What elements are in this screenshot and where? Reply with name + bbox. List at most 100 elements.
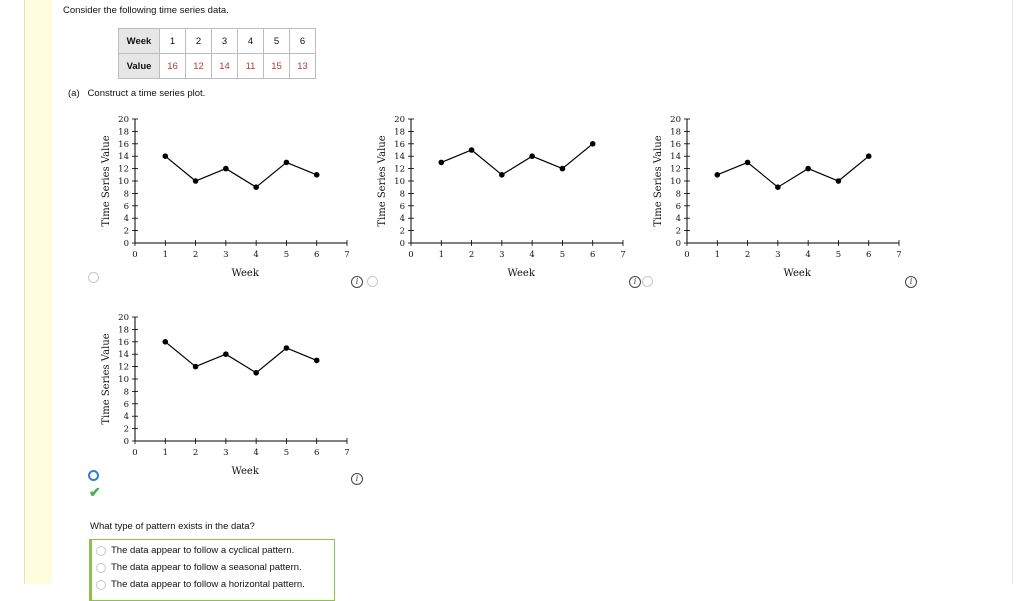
- part-a-prompt: (a) Construct a time series plot.: [68, 88, 205, 99]
- option-horizontal[interactable]: The data appear to follow a horizontal p…: [96, 579, 305, 590]
- x-tick-label: 2: [745, 250, 750, 260]
- x-tick-label: 3: [775, 250, 780, 260]
- x-axis-title: Week: [232, 268, 260, 279]
- x-tick-label: 5: [284, 250, 289, 260]
- data-point: [283, 345, 290, 351]
- question-card: [52, 0, 1013, 584]
- data-point: [835, 178, 842, 184]
- y-tick-label: 14: [394, 152, 405, 162]
- x-tick-label: 1: [163, 448, 168, 458]
- y-tick-label: 2: [400, 227, 405, 237]
- chart-option-4-radio-selected[interactable]: [88, 470, 99, 481]
- data-point: [313, 172, 320, 178]
- table-row-value: Value 16 12 14 11 15 13: [118, 53, 316, 79]
- data-point: [589, 141, 596, 147]
- y-tick-label: 0: [676, 239, 681, 249]
- week-cell: 5: [263, 28, 290, 54]
- x-tick-label: 3: [223, 250, 228, 260]
- data-point: [468, 147, 475, 153]
- x-tick-label: 0: [684, 250, 689, 260]
- x-tick-label: 2: [469, 250, 474, 260]
- data-point: [283, 159, 290, 166]
- y-tick-label: 20: [118, 115, 129, 125]
- x-tick-label: 4: [805, 250, 810, 260]
- x-tick-label: 6: [314, 448, 319, 458]
- data-point: [313, 357, 320, 364]
- x-tick-label: 6: [590, 250, 595, 260]
- y-tick-label: 12: [118, 363, 129, 373]
- y-tick-label: 14: [118, 350, 129, 360]
- y-tick-label: 20: [670, 115, 681, 125]
- data-point: [865, 153, 872, 159]
- x-tick-label: 4: [253, 448, 258, 458]
- y-tick-label: 0: [124, 239, 129, 249]
- x-tick-label: 6: [314, 250, 319, 260]
- chart-option-3-radio[interactable]: [642, 276, 653, 287]
- series-line: [441, 143, 594, 176]
- data-table: Week 1 2 3 4 5 6 Value 16 12 14 11 15 13: [118, 28, 316, 79]
- y-axis-title: Time Series Value: [101, 135, 112, 226]
- week-cell: 2: [185, 28, 212, 54]
- data-point: [438, 159, 445, 166]
- week-cell: 3: [211, 28, 238, 54]
- correct-check-icon: ✔: [89, 484, 101, 500]
- x-tick-label: 2: [193, 448, 198, 458]
- y-tick-label: 12: [394, 165, 405, 175]
- option-radio[interactable]: [96, 545, 106, 556]
- y-tick-label: 6: [400, 202, 405, 212]
- chart-option-1-radio[interactable]: [88, 272, 99, 283]
- x-tick-label: 3: [223, 448, 228, 458]
- y-axis-title: Time Series Value: [377, 135, 388, 226]
- option-radio[interactable]: [96, 579, 106, 590]
- x-tick-label: 1: [715, 250, 720, 260]
- data-point: [714, 172, 721, 178]
- y-tick-label: 10: [118, 177, 129, 187]
- value-cell: 15: [263, 53, 290, 79]
- x-tick-label: 1: [439, 250, 444, 260]
- data-point: [529, 153, 535, 159]
- info-icon[interactable]: i: [905, 276, 917, 288]
- data-point: [499, 172, 505, 178]
- y-axis-title: Time Series Value: [101, 333, 112, 424]
- info-icon[interactable]: i: [351, 473, 363, 485]
- option-seasonal[interactable]: The data appear to follow a seasonal pat…: [96, 562, 302, 573]
- option-radio[interactable]: [96, 562, 106, 573]
- y-axis-title: Time Series Value: [653, 135, 664, 226]
- info-icon[interactable]: i: [629, 276, 641, 288]
- x-tick-label: 3: [499, 250, 504, 260]
- y-tick-label: 18: [118, 127, 129, 137]
- y-tick-label: 8: [124, 387, 129, 397]
- y-tick-label: 6: [124, 202, 129, 212]
- y-tick-label: 4: [676, 214, 681, 224]
- chart-option-2-radio[interactable]: [367, 276, 378, 287]
- x-tick-label: 5: [836, 250, 841, 260]
- part-a-label: (a): [68, 88, 80, 99]
- series-line: [717, 155, 870, 188]
- y-tick-label: 0: [124, 437, 129, 447]
- x-tick-label: 4: [253, 250, 258, 260]
- y-tick-label: 16: [118, 140, 129, 150]
- week-header: Week: [118, 28, 160, 54]
- y-tick-label: 10: [118, 375, 129, 385]
- x-tick-label: 0: [132, 250, 137, 260]
- pattern-options: The data appear to follow a cyclical pat…: [89, 539, 335, 601]
- data-point: [253, 370, 259, 376]
- info-icon[interactable]: i: [351, 276, 363, 288]
- y-tick-label: 0: [400, 239, 405, 249]
- week-cell: 6: [289, 28, 316, 54]
- data-point: [223, 165, 229, 172]
- value-cell: 12: [185, 53, 212, 79]
- x-axis-title: Week: [784, 268, 812, 279]
- x-tick-label: 0: [132, 448, 137, 458]
- left-margin-band: [24, 0, 54, 584]
- option-cyclical[interactable]: The data appear to follow a cyclical pat…: [96, 545, 294, 556]
- pattern-question: What type of pattern exists in the data?: [90, 521, 255, 532]
- option-label: The data appear to follow a cyclical pat…: [111, 545, 295, 556]
- y-tick-label: 6: [124, 400, 129, 410]
- value-cell: 14: [211, 53, 238, 79]
- table-row-week: Week 1 2 3 4 5 6: [118, 28, 316, 54]
- y-tick-label: 10: [670, 177, 681, 187]
